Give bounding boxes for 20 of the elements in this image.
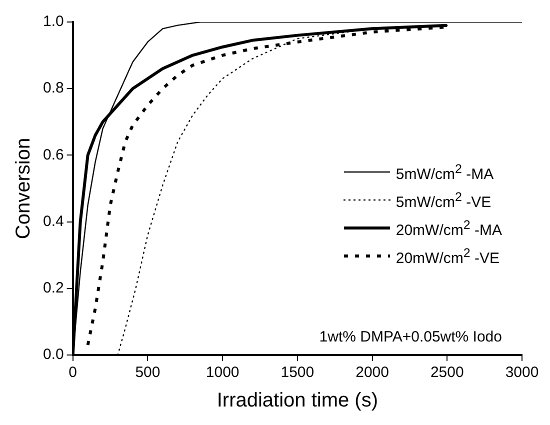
y-tick-label: 0.6 — [42, 146, 64, 164]
annotation: 1wt% DMPA+0.05wt% Iodo — [319, 328, 502, 346]
y-tick-label: 0.2 — [42, 280, 64, 297]
x-tick-label: 1000 — [206, 364, 240, 382]
x-axis-title: Irradiation time (s) — [216, 390, 378, 412]
legend-label: 20mW/cm$^{2}$ -MA — [396, 217, 502, 241]
y-tick-label: 0.8 — [42, 80, 64, 97]
y-axis-title: Conversion — [12, 138, 35, 240]
y-tick-label: 0.0 — [42, 346, 64, 364]
x-tick-label: 0 — [68, 364, 78, 382]
y-tick-label: 0.4 — [42, 212, 64, 230]
x-tick-label: 3000 — [505, 364, 539, 382]
legend-label: 20mW/cm$^{2}$ -VE — [396, 245, 500, 269]
legend-label: 5mW/cm$^{2}$ -VE — [396, 189, 492, 213]
x-tick-label: 1500 — [280, 364, 314, 382]
x-tick-label: 500 — [135, 364, 160, 382]
x-tick-label: 2500 — [430, 364, 464, 382]
x-tick-label: 2000 — [356, 364, 389, 382]
legend-label: 5mW/cm$^{2}$ -MA — [396, 161, 494, 185]
y-tick-label: 1.0 — [42, 13, 64, 30]
